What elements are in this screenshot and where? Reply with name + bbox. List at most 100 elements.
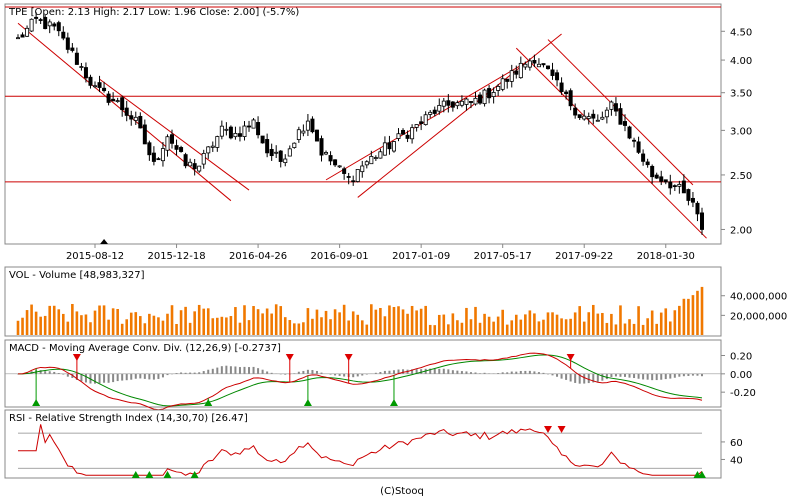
volume-bar bbox=[265, 308, 269, 335]
candle bbox=[559, 77, 564, 95]
volume-bar bbox=[61, 313, 65, 335]
candle-body bbox=[428, 111, 433, 115]
candle-body bbox=[514, 70, 519, 75]
volume-bar bbox=[43, 315, 47, 335]
macd-histogram-bar bbox=[297, 371, 300, 374]
macd-histogram-bar bbox=[583, 373, 586, 384]
macd-histogram-bar bbox=[601, 373, 604, 381]
candle bbox=[410, 124, 415, 144]
candle bbox=[351, 175, 356, 186]
volume-bar bbox=[460, 322, 464, 335]
candle bbox=[138, 112, 143, 129]
macd-histogram-bar bbox=[551, 373, 554, 376]
candle-body bbox=[446, 100, 451, 106]
volume-bar bbox=[655, 323, 659, 335]
volume-bar bbox=[406, 313, 409, 335]
volume-bar bbox=[596, 313, 600, 335]
candle-body bbox=[210, 145, 215, 148]
candle-body bbox=[482, 89, 487, 105]
macd-histogram-bar bbox=[152, 373, 155, 380]
macd-histogram-bar bbox=[556, 373, 559, 377]
candle-body bbox=[142, 124, 147, 145]
volume-bar bbox=[274, 304, 278, 335]
candle-body bbox=[450, 101, 455, 108]
macd-histogram-bar bbox=[596, 373, 599, 382]
candle bbox=[111, 92, 116, 102]
price-xtick-label: 2015-12-18 bbox=[147, 251, 205, 262]
candle bbox=[450, 101, 455, 112]
macd-histogram-bar bbox=[57, 373, 60, 374]
candle-body bbox=[188, 161, 193, 167]
candle-body bbox=[328, 155, 333, 162]
volume-bar bbox=[388, 305, 391, 335]
volume-bar bbox=[293, 323, 296, 335]
volume-bar bbox=[370, 304, 373, 335]
candle-body bbox=[296, 129, 301, 141]
candle-body bbox=[274, 151, 279, 154]
candle bbox=[582, 110, 587, 121]
candle bbox=[641, 149, 646, 166]
macd-histogram-bar bbox=[610, 373, 613, 378]
candle-body bbox=[613, 103, 618, 112]
candle-body bbox=[47, 21, 52, 27]
volume-bar bbox=[682, 298, 686, 335]
candle bbox=[618, 103, 623, 125]
macd-histogram-bar bbox=[166, 373, 169, 376]
volume-bar bbox=[451, 313, 455, 335]
rsi-buy-arrow-icon bbox=[131, 471, 140, 478]
candle-body bbox=[165, 136, 170, 151]
volume-bar bbox=[315, 309, 319, 335]
volume-bar bbox=[610, 313, 613, 335]
macd-histogram-bar bbox=[465, 371, 468, 374]
candle bbox=[301, 124, 306, 137]
candle bbox=[188, 158, 193, 167]
macd-histogram-bar bbox=[651, 373, 654, 381]
volume-bar bbox=[98, 305, 101, 335]
volume-bar bbox=[338, 312, 341, 335]
candle-body bbox=[346, 176, 351, 178]
candle-body bbox=[111, 98, 116, 102]
candle bbox=[586, 112, 591, 125]
macd-signal-line bbox=[17, 354, 703, 407]
candle bbox=[310, 116, 315, 134]
candle-body bbox=[636, 141, 641, 153]
candle-body bbox=[681, 180, 686, 194]
candle bbox=[514, 65, 519, 79]
volume-bar bbox=[329, 319, 332, 335]
volume-bar bbox=[632, 323, 636, 335]
candle bbox=[613, 97, 618, 117]
candle bbox=[591, 109, 596, 125]
volume-bar bbox=[166, 313, 169, 335]
volume-bar bbox=[379, 307, 382, 335]
candle bbox=[170, 129, 175, 149]
volume-bar bbox=[93, 310, 97, 335]
price-ytick-label: 4.00 bbox=[730, 56, 752, 67]
candle bbox=[120, 95, 125, 117]
macd-histogram-bar bbox=[569, 373, 572, 382]
rsi-buy-arrow-icon bbox=[698, 471, 706, 478]
trend-channel-2 bbox=[325, 59, 531, 181]
volume-bar bbox=[225, 317, 228, 335]
price-ytick-label: 4.50 bbox=[730, 27, 752, 38]
macd-histogram-bar bbox=[646, 373, 649, 380]
candle-body bbox=[527, 60, 532, 68]
candle bbox=[219, 120, 224, 140]
candle-body bbox=[437, 104, 442, 112]
volume-bar bbox=[419, 308, 423, 335]
candle-body bbox=[487, 88, 492, 99]
candle-body bbox=[305, 120, 310, 131]
candle-body bbox=[174, 145, 179, 150]
candle-body bbox=[156, 158, 161, 161]
candle bbox=[324, 150, 329, 156]
candle-body bbox=[595, 119, 600, 122]
candle-body bbox=[654, 174, 659, 179]
volume-bar bbox=[465, 307, 468, 335]
macd-histogram-bar bbox=[270, 372, 273, 374]
macd-histogram-bar bbox=[148, 373, 151, 380]
macd-sell-arrow-icon bbox=[566, 354, 575, 361]
macd-histogram-bar bbox=[633, 373, 636, 379]
macd-histogram-bar bbox=[184, 372, 187, 374]
volume-bar bbox=[261, 313, 264, 335]
candle-body bbox=[310, 118, 315, 133]
candle bbox=[151, 146, 156, 166]
